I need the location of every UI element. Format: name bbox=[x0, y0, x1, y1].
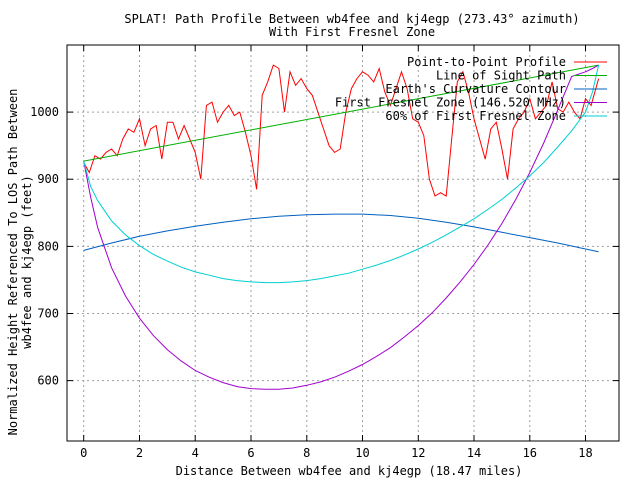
x-tick-label: 10 bbox=[355, 446, 369, 460]
x-tick-label: 8 bbox=[303, 446, 310, 460]
series-line-1 bbox=[83, 64, 600, 197]
y-tick-label: 600 bbox=[37, 374, 59, 388]
x-axis-label: Distance Between wb4fee and kj4egp (18.4… bbox=[176, 464, 523, 478]
x-tick-label: 18 bbox=[578, 446, 592, 460]
x-tick-label: 4 bbox=[192, 446, 199, 460]
y-tick-label: 900 bbox=[37, 172, 59, 186]
x-tick-label: 2 bbox=[136, 446, 143, 460]
series-line-5 bbox=[83, 64, 600, 284]
x-tick-label: 16 bbox=[523, 446, 537, 460]
y-axis-label-line1: Normalized Height Referenced To LOS Path… bbox=[6, 89, 20, 436]
x-tick-label: 12 bbox=[411, 446, 425, 460]
x-tick-label: 0 bbox=[80, 446, 87, 460]
y-tick-label: 800 bbox=[37, 239, 59, 253]
legend-label: Earth's Curvature Contour bbox=[385, 82, 566, 96]
y-axis-label-line2: wb4fee and kj4egp (feet) bbox=[20, 175, 34, 348]
series-line-4 bbox=[83, 64, 599, 390]
y-tick-label: 700 bbox=[37, 307, 59, 321]
series-line-3 bbox=[83, 213, 599, 253]
axis-ticks: 0 2 4 6 8 10 12 14 16 18 600 700 800 900 1000 bbox=[30, 45, 619, 460]
legend-label: Line of Sight Path bbox=[436, 69, 566, 83]
chart-subtitle: With First Fresnel Zone bbox=[269, 25, 435, 39]
x-tick-label: 14 bbox=[467, 446, 481, 460]
grid bbox=[67, 45, 619, 441]
legend-label: Point-to-Point Profile bbox=[407, 55, 566, 69]
plot-frame bbox=[66, 44, 620, 442]
series-line-2 bbox=[83, 64, 599, 162]
chart-title: SPLAT! Path Profile Between wb4fee and k… bbox=[124, 12, 579, 26]
x-tick-label: 6 bbox=[247, 446, 254, 460]
plot-series bbox=[83, 64, 600, 390]
legend-label: First Fresnel Zone (146.520 MHz) bbox=[335, 96, 566, 110]
legend-label: 60% of First Fresnel Zone bbox=[385, 109, 566, 123]
y-tick-label: 1000 bbox=[30, 105, 59, 119]
